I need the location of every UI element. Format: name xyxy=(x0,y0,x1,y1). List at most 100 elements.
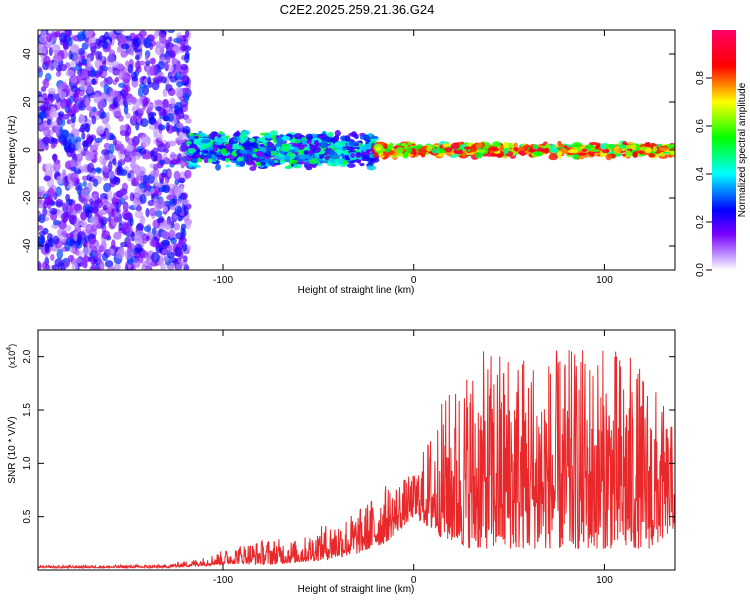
heatmap-blob xyxy=(168,36,173,43)
heatmap-blob xyxy=(59,64,68,72)
heatmap-blob xyxy=(78,127,86,133)
heatmap-blob xyxy=(139,193,147,205)
heatmap-blob xyxy=(180,142,188,152)
heatmap-blob xyxy=(269,150,279,156)
heatmap-blob xyxy=(346,146,351,150)
heatmap-blob xyxy=(144,55,149,61)
heatmap-blob xyxy=(86,133,91,144)
heatmap-blob xyxy=(545,143,551,148)
heatmap-blob xyxy=(450,142,460,150)
heatmap-blob xyxy=(135,169,141,176)
heatmap-blob xyxy=(131,181,140,187)
heatmap-x-axis-label: Height of straight line (km) xyxy=(298,285,415,296)
heatmap-blob xyxy=(101,230,111,240)
heatmap-blob xyxy=(46,97,54,105)
heatmap-blob xyxy=(70,77,78,84)
heatmap-blob xyxy=(77,48,86,56)
heatmap-blob xyxy=(165,84,173,92)
heatmap-blob xyxy=(72,258,82,264)
heatmap-blob xyxy=(80,211,87,221)
heatmap-blob xyxy=(159,159,166,165)
heatmap-blob xyxy=(90,224,98,232)
heatmap-blob xyxy=(533,151,543,157)
heatmap-blob xyxy=(155,242,161,249)
heatmap-blob xyxy=(89,266,96,270)
heatmap-blob xyxy=(169,262,175,270)
heatmap-blob xyxy=(658,152,666,157)
heatmap-blob xyxy=(80,197,88,205)
heatmap-blob xyxy=(416,144,423,149)
heatmap-blob xyxy=(52,235,60,245)
heatmap-blob xyxy=(166,219,173,225)
heatmap-blob xyxy=(572,141,582,148)
heatmap-blob xyxy=(631,143,637,151)
heatmap-blob xyxy=(42,206,48,217)
snr-y-tick-label: 1.5 xyxy=(22,403,33,417)
heatmap-blob xyxy=(42,43,47,54)
heatmap-blob xyxy=(91,193,98,201)
heatmap-blob xyxy=(632,152,639,158)
heatmap-blob xyxy=(125,235,132,247)
heatmap-blob xyxy=(281,135,291,141)
heatmap-blob xyxy=(80,189,90,199)
heatmap-blob xyxy=(125,60,130,67)
heatmap-blob xyxy=(175,232,184,240)
heatmap-blob xyxy=(109,248,115,255)
heatmap-blob xyxy=(169,159,179,165)
heatmap-blob xyxy=(183,92,190,103)
heatmap-blob xyxy=(344,135,351,142)
heatmap-blob xyxy=(185,155,193,162)
heatmap-blob xyxy=(44,242,50,253)
heatmap-blob xyxy=(100,99,105,110)
heatmap-blob xyxy=(38,139,44,150)
heatmap-blob xyxy=(477,149,486,153)
heatmap-blob xyxy=(361,154,366,160)
colorbar-gradient xyxy=(712,30,736,270)
heatmap-blob xyxy=(67,255,74,263)
heatmap-blob xyxy=(153,132,159,139)
heatmap-blob xyxy=(91,115,97,125)
heatmap-blob xyxy=(52,138,59,145)
snr-y-axis-label: SNR (10 * V/V) xyxy=(7,416,18,483)
heatmap-blob xyxy=(48,47,53,56)
heatmap-blob xyxy=(115,30,125,34)
heatmap-y-tick-label: -20 xyxy=(22,190,33,205)
heatmap-blob xyxy=(175,62,182,73)
heatmap-blob xyxy=(70,85,79,93)
heatmap-blob xyxy=(91,246,98,253)
heatmap-blob xyxy=(203,156,209,164)
heatmap-blob xyxy=(106,76,113,85)
heatmap-blob xyxy=(176,81,184,88)
heatmap-blob xyxy=(305,133,313,140)
heatmap-blob xyxy=(132,252,141,259)
heatmap-blob xyxy=(286,151,293,157)
heatmap-blob xyxy=(280,147,291,152)
heatmap-blob xyxy=(77,231,86,240)
heatmap-blob xyxy=(225,164,230,168)
heatmap-blob xyxy=(148,116,157,125)
heatmap-blob xyxy=(43,55,51,65)
heatmap-blob xyxy=(224,143,233,151)
heatmap-x-tick-label: 100 xyxy=(596,275,613,286)
heatmap-blob xyxy=(103,142,111,150)
heatmap-blob xyxy=(162,108,167,116)
heatmap-blob xyxy=(66,118,72,125)
heatmap-blob xyxy=(115,249,125,259)
heatmap-blob xyxy=(151,227,157,236)
heatmap-blob xyxy=(138,148,147,155)
heatmap-blob xyxy=(76,141,82,150)
heatmap-blob xyxy=(46,118,52,126)
heatmap-blob xyxy=(60,212,70,222)
heatmap-blob xyxy=(38,96,45,107)
colorbar-tick-label: 0.8 xyxy=(695,71,706,85)
heatmap-blob xyxy=(174,187,182,197)
heatmap-blob xyxy=(507,142,514,148)
heatmap-y-tick-label: 0 xyxy=(22,147,33,153)
heatmap-blob xyxy=(193,135,199,139)
heatmap-blob xyxy=(618,144,627,150)
heatmap-blob xyxy=(165,122,171,132)
heatmap-blob xyxy=(143,225,151,232)
heatmap-blob xyxy=(217,152,222,156)
heatmap-blob xyxy=(151,251,160,263)
